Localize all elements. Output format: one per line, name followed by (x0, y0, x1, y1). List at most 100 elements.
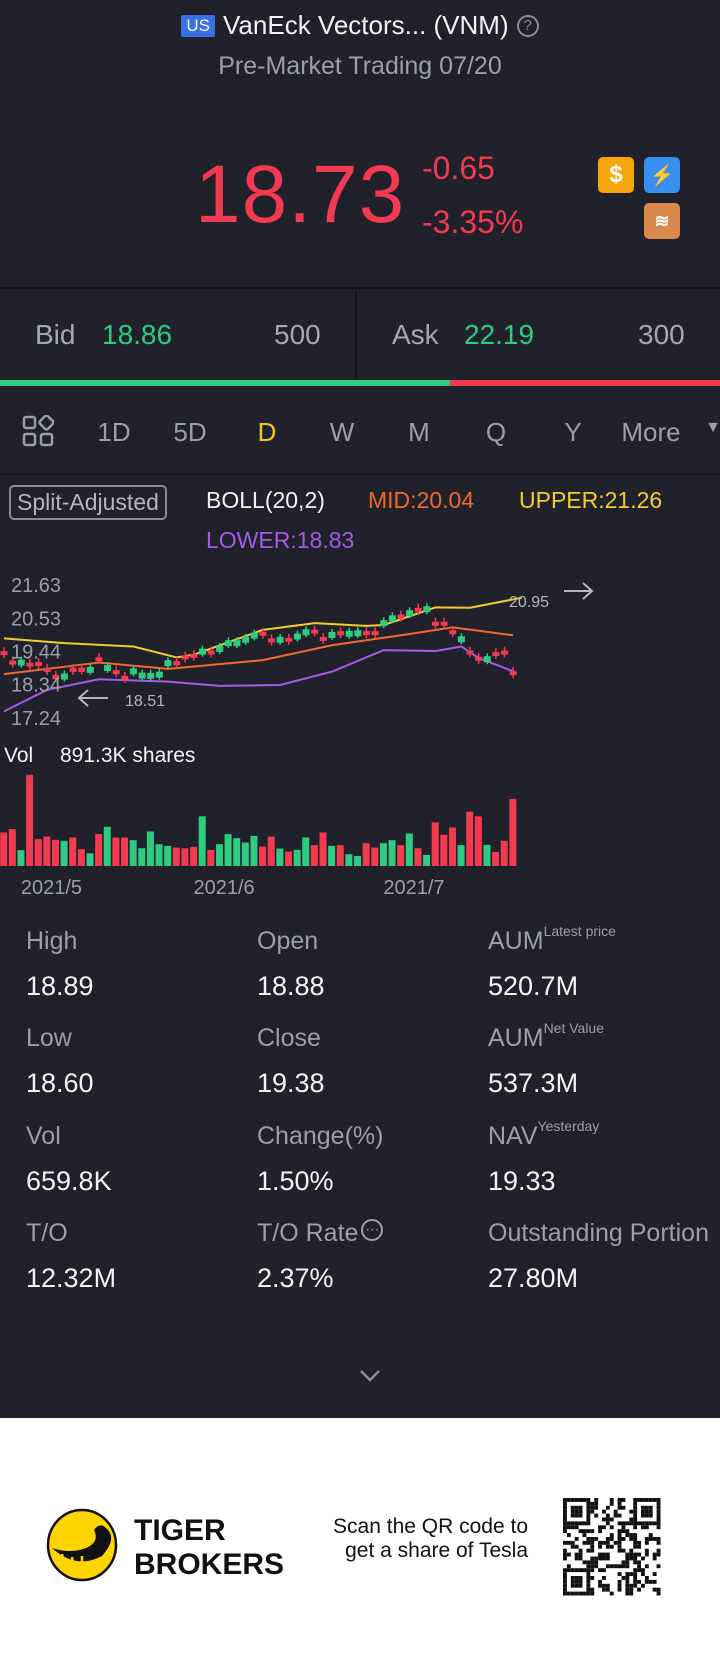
volume-bar (172, 847, 180, 866)
stat-value: 659.8K (26, 1166, 112, 1196)
stack-a-icon[interactable]: ≋ (644, 203, 680, 239)
candle-body (121, 676, 129, 681)
session-status: Pre-Market Trading 07/20 (218, 52, 502, 80)
tab-1d[interactable]: 1D (97, 417, 131, 447)
volume-bar (379, 843, 387, 866)
volume-bar (146, 831, 154, 866)
volume-bar (17, 850, 25, 866)
volume-bar (129, 840, 137, 866)
candle-body (362, 631, 370, 636)
candle-body (380, 620, 388, 627)
volume-bar (319, 832, 327, 866)
stat-label-text: High (26, 927, 78, 955)
boll-lower: LOWER:18.83 (206, 527, 355, 553)
candle-body (181, 655, 189, 660)
volume-bar (215, 844, 223, 866)
boll-lower-line (3, 645, 514, 713)
more-info-icon[interactable]: ⋯ (361, 1219, 384, 1241)
promo-line2: get a share of Tesla (345, 1539, 528, 1562)
volume-label: Vol (4, 744, 34, 767)
volume-bar (448, 827, 456, 866)
volume-bar (181, 848, 189, 866)
volume-bar (164, 845, 172, 866)
candle-body (9, 660, 17, 665)
candle-body (457, 636, 465, 643)
orderbook-row: Bid 18.86 500 Ask 22.19 300 (0, 290, 720, 380)
brand-line2: BROKERS (134, 1548, 285, 1581)
bid-price: 18.86 (102, 319, 173, 350)
price-change: -0.65 (422, 150, 495, 186)
candle-body (501, 650, 509, 655)
candle-body (475, 656, 483, 661)
last-price: 18.73 (195, 149, 406, 240)
volume-bar (259, 846, 267, 866)
candle-body (466, 650, 474, 655)
volume-bar (103, 826, 111, 866)
candle-body (259, 631, 267, 636)
divider (0, 473, 720, 475)
volume-bar (60, 840, 68, 866)
split-adjusted-button[interactable]: Split-Adjusted (9, 485, 167, 520)
candle-body (250, 632, 258, 639)
tab-5d[interactable]: 5D (173, 417, 207, 447)
stat-label-sup: Latest price (543, 923, 616, 939)
volume-bar (423, 854, 431, 866)
candle-body (293, 633, 301, 640)
candle-body (207, 650, 215, 655)
stat-label: Low (26, 1024, 72, 1053)
volume-bar (224, 834, 232, 866)
stat-value: 18.88 (257, 971, 325, 1001)
stat-label: Change(%) (257, 1122, 383, 1151)
lightning-level1-icon[interactable]: ⚡ (644, 157, 680, 193)
candle-body (423, 606, 431, 613)
volume-bar (155, 844, 163, 866)
boll-mid: MID:20.04 (368, 487, 475, 513)
stat-value: 27.80M (488, 1263, 579, 1293)
tab-m[interactable]: M (408, 417, 430, 447)
volume-bar (276, 848, 284, 866)
volume-bar (198, 816, 206, 866)
tab-more[interactable]: More (621, 417, 681, 447)
stat-value: 19.38 (257, 1068, 325, 1098)
candle-body (224, 640, 232, 647)
stat-label: AUMNet Value (488, 1020, 604, 1053)
promo-line1: Scan the QR code to (333, 1515, 528, 1538)
candle-body (276, 636, 284, 643)
divider (355, 290, 357, 380)
volume-bar (250, 835, 258, 866)
chevron-down-icon[interactable] (358, 1368, 382, 1389)
y-tick-label: 17.24 (11, 708, 61, 730)
volume-bar (293, 849, 301, 866)
volume-bar (336, 845, 344, 866)
volume-bar (121, 837, 129, 866)
caret-down-icon[interactable]: ▼ (705, 419, 720, 436)
volume-bar (267, 836, 275, 866)
stat-label: Outstanding Portion (488, 1219, 709, 1248)
volume-bar (241, 842, 249, 866)
volume-bar (440, 834, 448, 866)
stat-value: 19.33 (488, 1166, 556, 1196)
grid-layout-icon[interactable] (22, 414, 55, 454)
tab-y[interactable]: Y (564, 417, 582, 447)
question-circle-icon[interactable]: ? (516, 14, 539, 37)
stat-label-text: Change(%) (257, 1122, 384, 1150)
qr-code-icon (563, 1498, 661, 1596)
volume-bar (86, 853, 94, 866)
ask-size: 300 (638, 319, 685, 350)
tab-d[interactable]: D (257, 417, 277, 447)
boll-label[interactable]: BOLL(20,2) (206, 487, 325, 513)
stat-label-text: Outstanding Portion (488, 1219, 709, 1247)
volume-bar (207, 849, 215, 866)
candle-body (406, 610, 414, 617)
candle-body (138, 672, 146, 679)
volume-bar (492, 851, 500, 866)
promo-footer: TIGER BROKERS Scan the QR code to get a … (0, 1418, 720, 1677)
dollar-icon[interactable]: $ (598, 157, 634, 193)
volume-bar (34, 839, 42, 866)
security-title: VanEck Vectors... (VNM) (223, 10, 509, 40)
tab-q[interactable]: Q (485, 417, 507, 447)
candlestick-chart[interactable]: 21.63 20.53 19.44 18.34 17.24 20.95 18.51 2021/… (0, 560, 720, 910)
volume-bar (310, 845, 318, 866)
volume-bar (354, 855, 362, 866)
tab-w[interactable]: W (329, 417, 355, 447)
